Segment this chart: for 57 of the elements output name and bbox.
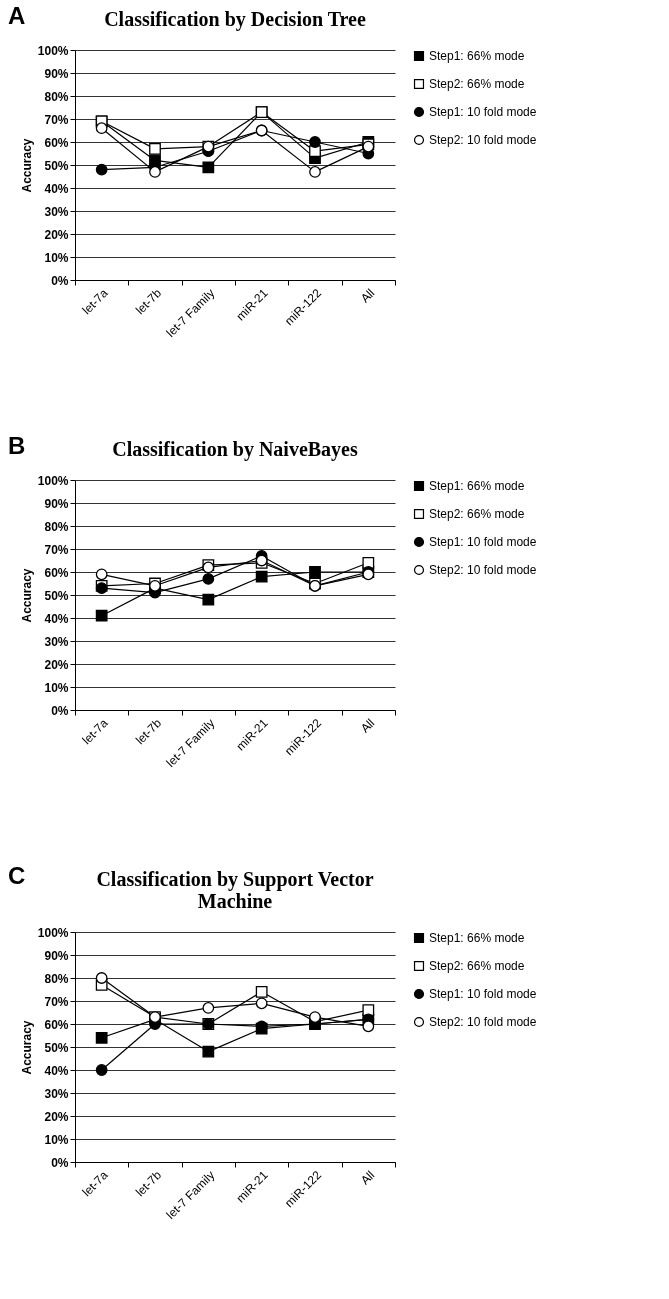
y-tick-label: 80% <box>44 519 69 534</box>
y-tick-label: 0% <box>51 1155 69 1170</box>
y-tick-label: 50% <box>44 588 69 603</box>
legend-label: Step1: 66% mode <box>429 49 525 63</box>
y-tick-label: 30% <box>44 204 69 219</box>
y-tick-label: 30% <box>44 634 69 649</box>
text: A <box>8 2 26 30</box>
x-tick-label: All <box>357 286 378 306</box>
y-tick-label: 100% <box>37 43 69 58</box>
y-axis-title: Accuracy <box>19 568 34 623</box>
y-tick-label: 40% <box>44 181 69 196</box>
chart-title: Classification by NaiveBayes <box>112 438 358 461</box>
y-tick-label: 80% <box>44 971 69 986</box>
y-tick-label: 10% <box>44 1132 69 1147</box>
y-tick-label: 30% <box>44 1086 69 1101</box>
legend-label: Step2: 10 fold mode <box>429 563 537 577</box>
text: B <box>8 432 26 460</box>
y-tick-label: 70% <box>44 542 69 557</box>
y-tick-label: 10% <box>44 680 69 695</box>
y-tick-label: 100% <box>37 925 69 940</box>
y-axis-title: Accuracy <box>19 138 34 193</box>
y-tick-label: 0% <box>51 703 69 718</box>
legend-label: Step1: 66% mode <box>429 931 525 945</box>
legend-label: Step2: 66% mode <box>429 507 525 521</box>
legend-label: Step1: 10 fold mode <box>429 105 537 119</box>
y-tick-label: 50% <box>44 158 69 173</box>
y-tick-label: 80% <box>44 89 69 104</box>
y-tick-label: 20% <box>44 227 69 242</box>
y-tick-label: 50% <box>44 1040 69 1055</box>
y-tick-label: 90% <box>44 948 69 963</box>
y-tick-label: 10% <box>44 250 69 265</box>
y-tick-label: 0% <box>51 273 69 288</box>
legend-label: Step2: 10 fold mode <box>429 1015 537 1029</box>
y-tick-label: 20% <box>44 657 69 672</box>
y-tick-label: 70% <box>44 112 69 127</box>
y-tick-label: 90% <box>44 66 69 81</box>
y-tick-label: 60% <box>44 565 69 580</box>
x-tick-label: All <box>357 1168 378 1188</box>
legend-label: Step1: 10 fold mode <box>429 987 537 1001</box>
y-tick-label: 90% <box>44 496 69 511</box>
y-tick-label: 60% <box>44 135 69 150</box>
legend-label: Step2: 10 fold mode <box>429 133 537 147</box>
y-tick-label: 100% <box>37 473 69 488</box>
y-tick-label: 20% <box>44 1109 69 1124</box>
y-tick-label: 40% <box>44 1063 69 1078</box>
legend-label: Step2: 66% mode <box>429 959 525 973</box>
legend-label: Step1: 66% mode <box>429 479 525 493</box>
text: C <box>8 862 26 890</box>
x-tick-label: All <box>357 716 378 736</box>
y-tick-label: 60% <box>44 1017 69 1032</box>
y-tick-label: 40% <box>44 611 69 626</box>
chart-title: Classification by Support Vector Machine <box>96 868 374 912</box>
y-axis-title: Accuracy <box>19 1020 34 1075</box>
y-tick-label: 70% <box>44 994 69 1009</box>
chart-title: Classification by Decision Tree <box>104 8 366 31</box>
legend-label: Step1: 10 fold mode <box>429 535 537 549</box>
legend-label: Step2: 66% mode <box>429 77 525 91</box>
